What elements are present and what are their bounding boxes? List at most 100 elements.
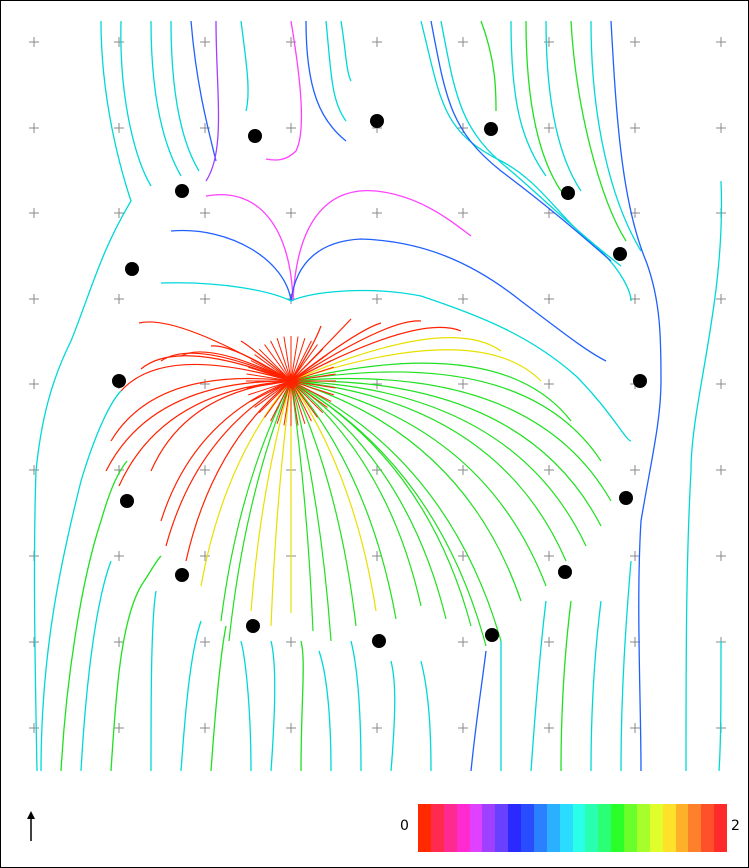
legend-swatch — [624, 804, 637, 852]
streamline — [290, 380, 306, 424]
grid-marker — [544, 637, 554, 647]
legend-swatch — [649, 804, 663, 852]
grid-marker — [716, 379, 726, 389]
streamline — [270, 380, 292, 627]
streamline — [118, 380, 292, 487]
grid-marker — [458, 723, 468, 733]
grid-marker — [458, 208, 468, 218]
streamline — [420, 20, 632, 302]
streamline — [228, 380, 292, 642]
grid-marker — [458, 294, 468, 304]
streamline — [290, 380, 422, 607]
streamline — [170, 229, 607, 362]
legend-swatch — [418, 804, 431, 852]
legend-swatch — [675, 804, 689, 852]
legend-swatch — [430, 804, 444, 852]
streamline — [290, 380, 324, 414]
sink-point — [484, 122, 498, 136]
streamline — [560, 600, 572, 772]
streamline — [290, 380, 522, 602]
sink-point — [613, 247, 627, 261]
sink-point — [558, 565, 572, 579]
streamline — [390, 660, 396, 772]
streamline — [276, 338, 292, 382]
grid-marker — [29, 123, 39, 133]
streamline — [685, 180, 723, 772]
streamline — [290, 380, 567, 562]
streamline — [210, 345, 292, 382]
streamline — [290, 380, 602, 527]
streamline — [290, 380, 334, 396]
streamline — [248, 366, 292, 382]
sink-point — [175, 568, 189, 582]
streamline — [258, 348, 292, 382]
streamline — [290, 380, 328, 408]
sink-point — [561, 186, 575, 200]
legend-swatch — [521, 804, 534, 852]
streamline — [150, 20, 182, 177]
grid-marker — [716, 294, 726, 304]
grid-marker — [372, 208, 382, 218]
streamline — [283, 380, 292, 426]
streamline — [290, 380, 397, 620]
streamline — [185, 380, 292, 562]
streamline — [290, 366, 334, 382]
streamline — [480, 20, 497, 112]
streamline — [270, 340, 292, 382]
grid-marker — [458, 465, 468, 475]
streamline — [290, 380, 336, 389]
streamline — [570, 20, 627, 242]
streamline — [290, 380, 447, 620]
streamline — [305, 20, 347, 142]
grid-marker — [200, 551, 210, 561]
grid-marker — [286, 723, 296, 733]
streamline — [180, 620, 202, 772]
streamline — [205, 20, 220, 182]
legend-max-label: 2 — [731, 818, 740, 834]
grid-marker — [29, 723, 39, 733]
grid-marker — [200, 723, 210, 733]
sink-point — [372, 634, 386, 648]
streamline — [205, 190, 472, 302]
streamline — [290, 340, 312, 382]
streamline — [318, 650, 332, 772]
grid-marker — [372, 723, 382, 733]
grid-marker — [29, 294, 39, 304]
streamline — [325, 20, 347, 122]
grid-marker — [200, 379, 210, 389]
sink-point — [246, 619, 260, 633]
streamline — [250, 360, 292, 382]
grid-marker — [630, 294, 640, 304]
legend-swatch — [559, 804, 573, 852]
grid-marker — [372, 551, 382, 561]
grid-marker — [544, 551, 554, 561]
sink-point — [633, 374, 647, 388]
grid-marker — [716, 37, 726, 47]
grid-marker — [630, 637, 640, 647]
streamline — [545, 20, 582, 192]
streamlines — [33, 20, 723, 772]
sink-point — [485, 628, 499, 642]
legend-swatch — [443, 804, 457, 852]
streamline — [190, 20, 217, 162]
legend-swatch — [456, 804, 470, 852]
grid-marker — [544, 723, 554, 733]
streamline — [250, 380, 292, 612]
streamline — [290, 344, 318, 382]
grid-marker — [200, 37, 210, 47]
sink-point — [248, 129, 262, 143]
grid-marker — [458, 379, 468, 389]
grid-marker — [716, 465, 726, 475]
streamline — [210, 625, 227, 772]
grid-marker — [544, 465, 554, 475]
grid-marker — [630, 37, 640, 47]
streamline — [290, 362, 572, 422]
streamline — [254, 354, 292, 382]
streamline — [470, 650, 487, 772]
streamline — [246, 373, 292, 382]
streamline — [290, 380, 472, 627]
grid-marker — [29, 465, 39, 475]
streamline — [290, 380, 502, 642]
legend-swatch — [662, 804, 676, 852]
grid-marker — [544, 294, 554, 304]
